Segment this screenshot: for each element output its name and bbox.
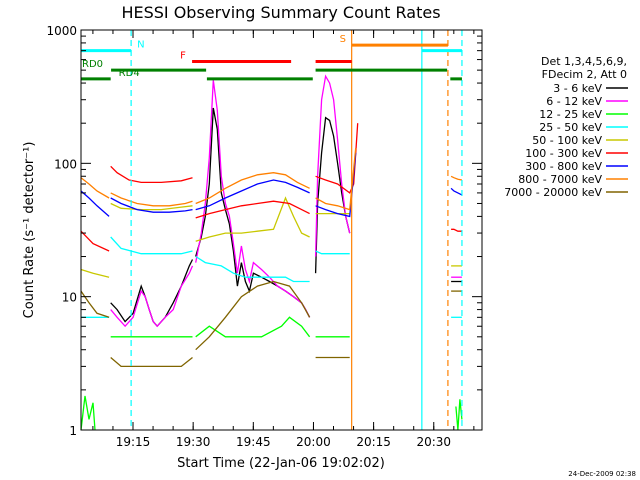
flag-label-n: N xyxy=(137,40,144,51)
series-300-800-kev-segment-2 xyxy=(110,197,193,213)
series-100-300-kev-segment-2 xyxy=(110,165,193,184)
x-tick-label: 19:30 xyxy=(176,435,211,449)
x-tick-label: 19:15 xyxy=(116,435,151,449)
series-12-25-kev-segment-3 xyxy=(195,316,311,338)
x-tick-label: 20:15 xyxy=(356,435,391,449)
series-lines xyxy=(80,74,463,431)
flag-label-rd0: RD0 xyxy=(82,59,103,70)
series-12-25-kev-segment-1 xyxy=(80,395,96,431)
x-tick-label: 20:00 xyxy=(296,435,331,449)
y-tick-label: 100 xyxy=(54,157,77,171)
series-800-7000-kev-segment-5 xyxy=(450,175,463,181)
chart-title: HESSI Observing Summary Count Rates xyxy=(121,3,440,22)
series-25-50-kev-segment-4 xyxy=(315,250,350,255)
series-800-7000-kev-segment-1 xyxy=(80,177,110,199)
legend: Det 1,3,4,5,6,9, FDecim 2, Att 0 3 - 6 k… xyxy=(504,55,628,199)
flag-label-f: F xyxy=(180,51,186,62)
series-50-100-kev-segment-1 xyxy=(80,268,110,278)
y-axis-label: Count Rate (s⁻¹ detector⁻¹) xyxy=(22,142,37,319)
y-tick-label: 10 xyxy=(62,291,77,305)
series-7000-20000-kev-segment-2 xyxy=(110,356,193,368)
series-7000-20000-kev-segment-3 xyxy=(195,280,311,351)
series-800-7000-kev-segment-2 xyxy=(110,192,193,207)
x-axis-label: Start Time (22-Jan-06 19:02:02) xyxy=(177,456,385,471)
legend-label-50-100-kev: 50 - 100 keV xyxy=(532,134,602,147)
series-6-12-kev-segment-1 xyxy=(110,265,194,328)
plot-frame xyxy=(80,29,483,431)
series-50-100-kev-segment-2 xyxy=(110,202,193,211)
flag-bars: N S F RD0 RD4 xyxy=(81,34,462,81)
event-vertical-lines xyxy=(130,30,463,430)
series-6-12-kev-segment-2 xyxy=(195,80,311,318)
legend-header-line-1: Det 1,3,4,5,6,9, xyxy=(541,55,627,68)
x-axis-ticks: 19:15 19:30 19:45 20:00 20:15 20:30 xyxy=(92,30,475,449)
legend-label-25-50-kev: 25 - 50 keV xyxy=(539,121,602,134)
series-6-12-kev-segment-3 xyxy=(314,74,351,257)
series-25-50-kev-segment-2 xyxy=(110,236,193,255)
legend-label-7000-20000-kev: 7000 - 20000 keV xyxy=(504,186,602,199)
y-axis-ticks: 1 10 100 1000 xyxy=(46,24,482,438)
series-300-800-kev-segment-5 xyxy=(450,187,463,196)
legend-label-100-300-kev: 100 - 300 keV xyxy=(525,147,602,160)
flag-label-rd4: RD4 xyxy=(119,68,140,79)
legend-label-3-6-kev: 3 - 6 keV xyxy=(553,82,602,95)
series-800-7000-kev-segment-3 xyxy=(195,172,310,205)
y-tick-label: 1000 xyxy=(46,24,77,38)
y-tick-label: 1 xyxy=(69,424,77,438)
legend-label-6-12-kev: 6 - 12 keV xyxy=(546,95,602,108)
flag-label-s: S xyxy=(340,34,346,45)
series-12-25-kev-segment-5 xyxy=(455,399,463,431)
series-100-300-kev-segment-1 xyxy=(80,230,110,252)
series-100-300-kev-segment-3 xyxy=(195,200,310,219)
legend-label-300-800-kev: 300 - 800 keV xyxy=(525,160,602,173)
series-3-6-kev-segment-3 xyxy=(314,116,351,274)
series-50-100-kev-segment-3 xyxy=(195,196,310,242)
footer-timestamp: 24-Dec-2009 02:38 xyxy=(568,470,636,478)
series-300-800-kev-segment-1 xyxy=(80,190,110,217)
series-100-300-kev-segment-5 xyxy=(451,228,462,232)
series-7000-20000-kev-segment-1 xyxy=(80,290,110,318)
series-300-800-kev-segment-3 xyxy=(195,179,310,211)
x-tick-label: 20:30 xyxy=(416,435,451,449)
legend-label-800-7000-kev: 800 - 7000 keV xyxy=(518,173,602,186)
series-25-50-kev-segment-3 xyxy=(195,255,310,283)
x-tick-label: 19:45 xyxy=(236,435,271,449)
legend-label-12-25-kev: 12 - 25 keV xyxy=(539,108,602,121)
legend-header-line-2: FDecim 2, Att 0 xyxy=(542,68,627,81)
series-100-300-kev-segment-4 xyxy=(315,123,359,194)
